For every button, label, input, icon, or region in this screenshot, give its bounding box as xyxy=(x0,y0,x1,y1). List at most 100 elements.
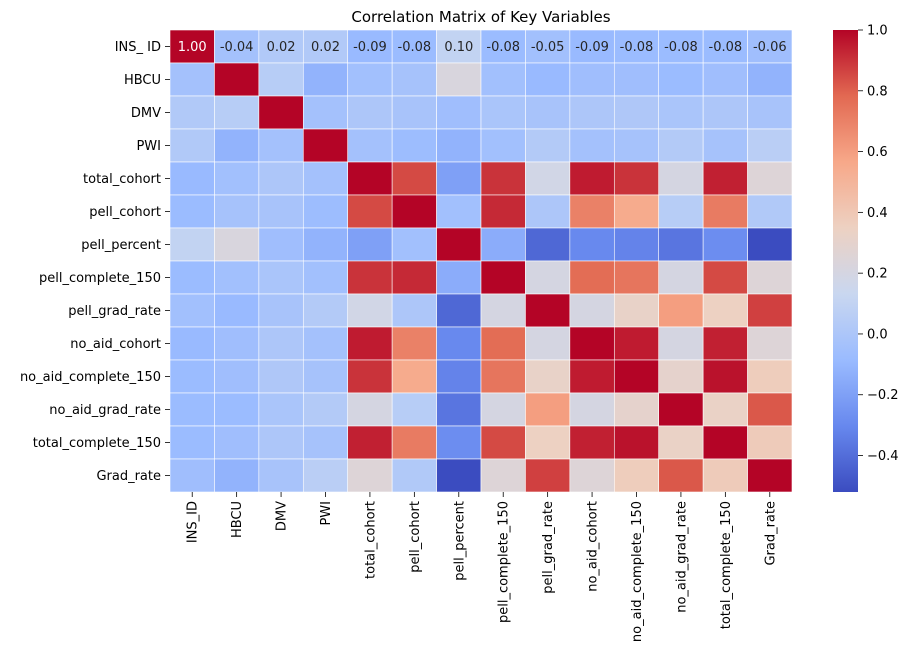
colorbar-tick-label: 0.0 xyxy=(867,327,888,342)
heatmap-cell xyxy=(569,194,615,229)
heatmap-cell xyxy=(347,95,393,130)
heatmap-cell xyxy=(436,425,482,460)
heatmap-cell xyxy=(480,293,526,328)
row-label: no_aid_grad_rate xyxy=(49,403,161,418)
heatmap-cell xyxy=(347,128,393,163)
heatmap-cell xyxy=(258,128,304,163)
heatmap-cell xyxy=(658,260,704,295)
column-label: HBCU xyxy=(230,501,245,538)
heatmap-cell xyxy=(613,293,660,328)
heatmap-cell xyxy=(569,227,615,262)
heatmap-cell xyxy=(480,260,526,295)
heatmap-cell xyxy=(436,326,482,361)
colorbar-tick-label: 1.0 xyxy=(867,24,888,39)
column-label: DMV xyxy=(275,501,290,531)
heatmap-cell xyxy=(436,260,482,295)
heatmap-cell xyxy=(702,326,748,361)
column-label: total_complete_150 xyxy=(719,501,734,629)
heatmap-cell xyxy=(747,95,793,130)
heatmap-cell xyxy=(702,161,748,196)
cell-annotation: -0.08 xyxy=(486,40,520,55)
column-label: no_aid_grad_rate xyxy=(674,501,689,613)
heatmap-cell xyxy=(658,227,704,262)
heatmap-cell xyxy=(302,227,349,262)
cell-annotation: -0.08 xyxy=(398,40,432,55)
heatmap-cell xyxy=(613,227,660,262)
heatmap-cell xyxy=(658,359,704,394)
heatmap-cell xyxy=(391,227,437,262)
cell-annotation: 1.00 xyxy=(178,40,207,55)
heatmap-cell xyxy=(569,62,615,97)
heatmap-cell xyxy=(480,128,526,163)
heatmap-cell xyxy=(302,425,349,460)
heatmap-cell xyxy=(525,260,571,295)
heatmap-cell xyxy=(747,425,793,460)
heatmap-cell xyxy=(613,458,660,493)
heatmap-cell xyxy=(347,161,393,196)
heatmap-cell xyxy=(480,194,526,229)
heatmap-cell xyxy=(169,260,215,295)
heatmap-cell xyxy=(302,95,349,130)
heatmap-cell xyxy=(480,425,526,460)
heatmap-cell xyxy=(613,161,660,196)
heatmap-cell xyxy=(302,161,349,196)
heatmap-cell xyxy=(214,62,260,97)
column-label: no_aid_complete_150 xyxy=(630,501,645,642)
heatmap-cell xyxy=(747,128,793,163)
heatmap-cell xyxy=(702,95,748,130)
heatmap-cell xyxy=(347,194,393,229)
heatmap-cell xyxy=(391,95,437,130)
heatmap-cell xyxy=(169,392,215,427)
heatmap-cell xyxy=(258,227,304,262)
heatmap-cell xyxy=(613,392,660,427)
heatmap-cell xyxy=(302,458,349,493)
heatmap-cell xyxy=(391,128,437,163)
heatmap-cell xyxy=(747,227,793,262)
cell-annotations: 1.00 -0.04 0.02 0.02 -0.09 -0.08 0.10 -0.08 -0.0… xyxy=(178,40,787,55)
row-label: DMV xyxy=(131,106,161,121)
heatmap-cell xyxy=(214,95,260,130)
heatmap-cell xyxy=(436,161,482,196)
heatmap-cell xyxy=(347,458,393,493)
heatmap-cell xyxy=(480,458,526,493)
heatmap-cell xyxy=(302,392,349,427)
heatmap-cell xyxy=(436,95,482,130)
heatmap-cell xyxy=(391,392,437,427)
heatmap-cells xyxy=(169,29,793,493)
heatmap-cell xyxy=(525,62,571,97)
heatmap-cell xyxy=(391,326,437,361)
heatmap-cell xyxy=(658,95,704,130)
heatmap-cell xyxy=(347,293,393,328)
heatmap-cell xyxy=(436,194,482,229)
heatmap-cell xyxy=(169,425,215,460)
column-label: total_cohort xyxy=(363,501,378,579)
heatmap-cell xyxy=(480,62,526,97)
heatmap-cell xyxy=(347,62,393,97)
heatmap-cell xyxy=(214,458,260,493)
heatmap-cell xyxy=(480,29,526,64)
heatmap-cell xyxy=(258,161,304,196)
heatmap-cell xyxy=(391,62,437,97)
heatmap-cell xyxy=(702,392,748,427)
column-label: pell_complete_150 xyxy=(497,501,512,623)
heatmap-cell xyxy=(702,260,748,295)
heatmap-cell xyxy=(169,95,215,130)
heatmap-cell xyxy=(569,29,615,64)
heatmap-cell xyxy=(569,95,615,130)
heatmap-cell xyxy=(391,359,437,394)
heatmap-cell xyxy=(525,194,571,229)
heatmap-cell xyxy=(480,227,526,262)
heatmap-cell xyxy=(391,425,437,460)
heatmap-cell xyxy=(525,227,571,262)
heatmap-cell xyxy=(347,392,393,427)
heatmap-cell xyxy=(347,359,393,394)
heatmap-cell xyxy=(169,227,215,262)
colorbar-tick-label: 0.8 xyxy=(867,84,888,99)
heatmap-cell xyxy=(525,161,571,196)
heatmap-cell xyxy=(169,29,215,64)
column-label: Grad_rate xyxy=(763,501,778,566)
heatmap-cell xyxy=(169,161,215,196)
heatmap-cell xyxy=(525,458,571,493)
heatmap-cell xyxy=(658,326,704,361)
row-label: pell_percent xyxy=(81,238,161,253)
